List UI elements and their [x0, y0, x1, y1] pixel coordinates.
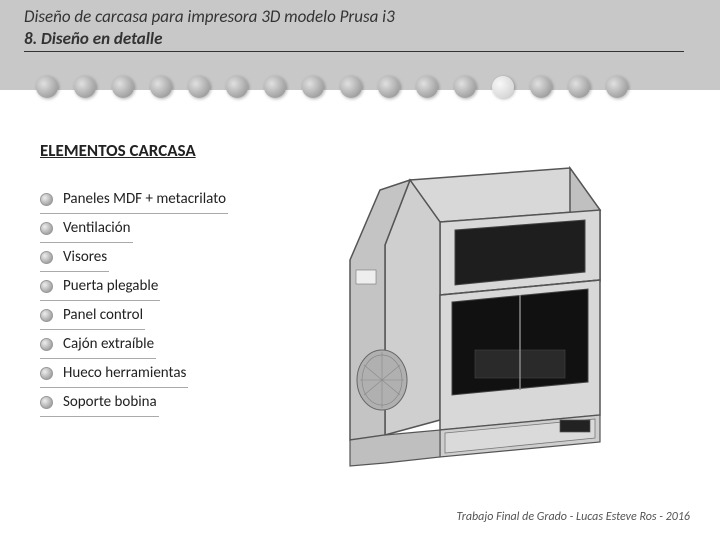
list-item: Panel control — [40, 301, 145, 330]
progress-dot — [188, 76, 210, 98]
list-item-label: Paneles MDF + metacrilato — [63, 190, 228, 208]
page-subtitle: 8. Diseño en detalle — [24, 28, 684, 52]
list-item: Hueco herramientas — [40, 359, 188, 388]
bullet-icon — [40, 309, 53, 322]
list-item-label: Hueco herramientas — [63, 364, 188, 382]
bullet-icon — [40, 193, 53, 206]
bullet-icon — [40, 338, 53, 351]
list-item: Ventilación — [40, 214, 133, 243]
progress-dot — [36, 76, 58, 98]
progress-dot — [302, 76, 324, 98]
page-title: Diseño de carcasa para impresora 3D mode… — [24, 6, 395, 27]
list-item: Paneles MDF + metacrilato — [40, 185, 228, 214]
list-item-label: Ventilación — [63, 219, 133, 237]
progress-dot — [492, 76, 514, 98]
progress-dot — [378, 76, 400, 98]
bullet-icon — [40, 367, 53, 380]
list-item-label: Soporte bobina — [63, 393, 159, 411]
list-item: Soporte bobina — [40, 388, 159, 417]
progress-dot — [150, 76, 172, 98]
list-item-label: Puerta plegable — [63, 277, 160, 295]
progress-dot — [226, 76, 248, 98]
list-item: Puerta plegable — [40, 272, 160, 301]
list-item: Cajón extraíble — [40, 330, 156, 359]
progress-dot — [530, 76, 552, 98]
bullet-icon — [40, 251, 53, 264]
printer-illustration — [290, 150, 670, 470]
list-item-label: Visores — [63, 248, 109, 266]
bullet-icon — [40, 222, 53, 235]
bullet-icon — [40, 280, 53, 293]
list-item: Visores — [40, 243, 109, 272]
progress-dot — [340, 76, 362, 98]
progress-dot — [264, 76, 286, 98]
progress-dots — [36, 76, 628, 98]
progress-dot — [112, 76, 134, 98]
list-item-label: Panel control — [63, 306, 145, 324]
progress-dot — [454, 76, 476, 98]
progress-dot — [416, 76, 438, 98]
bullet-icon — [40, 396, 53, 409]
progress-dot — [606, 76, 628, 98]
list-item-label: Cajón extraíble — [63, 335, 156, 353]
footer-credit: Trabajo Final de Grado - Lucas Esteve Ro… — [456, 510, 690, 524]
header-band: Diseño de carcasa para impresora 3D mode… — [0, 0, 720, 90]
progress-dot — [568, 76, 590, 98]
progress-dot — [74, 76, 96, 98]
